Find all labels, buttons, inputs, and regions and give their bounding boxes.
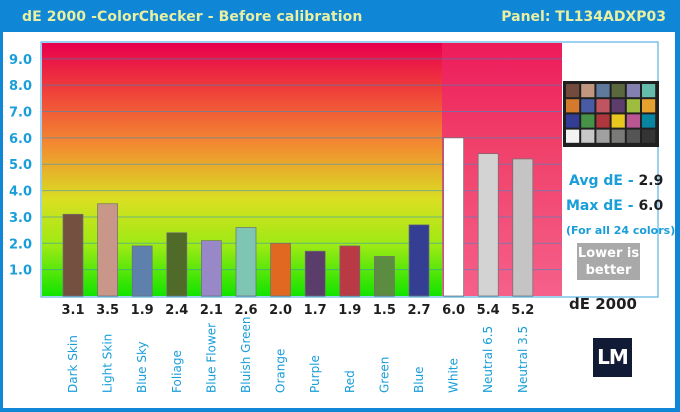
category-label: Purple [308,355,322,393]
lower-is-better-line2: better [585,263,632,278]
value-label: 2.4 [165,303,188,318]
category-label: Red [343,370,357,393]
y-tick-label: 8.0 [9,79,32,94]
colorchecker-swatch [581,114,595,128]
y-tick-label: 3.0 [9,211,32,226]
colorchecker-swatch [611,99,625,113]
colorchecker-swatch [566,99,580,113]
colorchecker-swatch [596,129,610,143]
colorchecker-swatch [596,84,610,98]
max-de-value: 6.0 [638,198,664,214]
max-de-label: Max dE - [566,198,639,214]
panel-label: Panel: TL134ADXP03 [501,9,666,25]
colorchecker-swatch [626,99,640,113]
lower-is-better-line1: Lower is [577,246,640,261]
value-label: 1.7 [304,303,327,318]
bar [339,245,361,297]
bar [131,245,153,297]
bar [235,227,257,297]
colors-note: (For all 24 colors) [566,224,676,237]
bar [304,250,326,297]
y-axis-tick-labels: 1.0 2.0 3.0 4.0 5.0 6.0 7.0 8.0 9.0 [9,53,32,279]
bar [408,224,430,297]
value-label: 6.0 [442,303,465,318]
bars [62,137,534,297]
category-labels: Dark Skin Light Skin Blue Sky Foliage Blue F… [66,316,530,393]
bar [62,213,84,297]
category-label: Foliage [170,350,184,393]
colorchecker-swatch [611,114,625,128]
colorchecker-swatch [581,99,595,113]
colorchecker-swatch [642,84,656,98]
colorchecker-swatch [642,114,656,128]
value-label: 1.5 [373,303,396,318]
colorchecker-swatch [566,129,580,143]
chart-title: dE 2000 -ColorChecker - Before calibrati… [22,9,363,25]
category-label: Blue [412,366,426,393]
colorchecker-swatch [566,114,580,128]
value-label: 1.9 [131,303,154,318]
category-label: Green [377,357,391,393]
bar [270,242,291,297]
colorchecker-swatch [642,99,656,113]
category-label: Neutral 6.5 [481,326,495,393]
colorchecker-swatch [581,129,595,143]
value-label: 5.4 [477,303,500,318]
colorchecker-swatch [626,129,640,143]
y-tick-label: 1.0 [9,264,32,279]
value-labels: 3.1 3.5 1.9 2.4 2.1 2.6 2.0 1.7 1.9 1.5 2.7 6.0 5.4 5… [61,303,534,318]
bar [512,158,534,297]
y-tick-label: 5.0 [9,158,32,173]
y-tick-label: 9.0 [9,53,32,68]
y-tick-label: 7.0 [9,106,32,121]
colorchecker-swatch [611,84,625,98]
category-label: Blue Flower [204,323,218,393]
category-label: Neutral 3.5 [516,326,530,393]
y-tick-label: 2.0 [9,237,32,252]
value-label: 2.7 [407,303,430,318]
colorchecker-swatch [566,84,580,98]
category-label: Dark Skin [66,335,80,393]
avg-de-value: 2.9 [638,173,664,189]
bar [443,137,464,297]
category-label: Bluish Green [239,316,253,393]
value-label: 2.6 [234,303,257,318]
bar [97,203,118,297]
colorchecker-swatch [596,99,610,113]
bar [166,232,188,297]
lower-is-better-badge: Lower is better [577,243,640,280]
y-tick-label: 6.0 [9,132,32,147]
avg-de-label: Avg dE - [569,173,639,189]
category-label: Blue Sky [135,341,149,393]
avg-de: Avg dE - 2.9 [569,173,663,189]
colorchecker-swatch [642,129,656,143]
laptopmedia-logo: LM [593,338,632,377]
y-tick-label: 4.0 [9,185,32,200]
value-label: 3.5 [96,303,119,318]
category-label: White [447,358,461,393]
colorchecker-swatch-grid [563,81,659,147]
colorchecker-swatch [581,84,595,98]
value-label: 2.1 [200,303,223,318]
colorchecker-swatch [596,114,610,128]
value-label: 2.0 [269,303,292,318]
bar [374,256,395,297]
colorchecker-swatch [611,129,625,143]
value-label: 5.2 [511,303,534,318]
category-label: Light Skin [101,334,115,393]
metric-label: dE 2000 [569,295,637,313]
bar [477,153,499,297]
colorchecker-swatch [626,114,640,128]
grid-lines [42,58,562,271]
bar [201,240,222,297]
category-label: Orange [274,349,288,393]
value-label: 3.1 [61,303,84,318]
colorchecker-swatch [626,84,640,98]
max-de: Max dE - 6.0 [566,198,663,214]
value-label: 1.9 [338,303,361,318]
